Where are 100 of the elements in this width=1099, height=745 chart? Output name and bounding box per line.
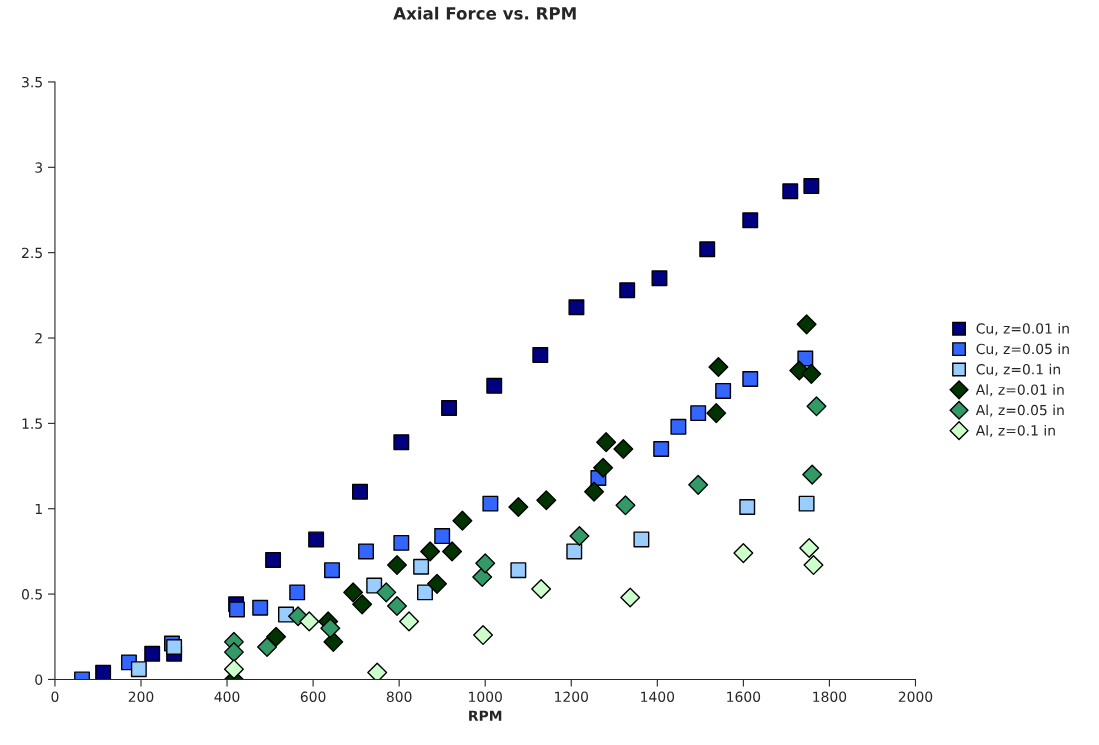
x-tick-label: 1200 [555, 691, 589, 702]
point [715, 382, 732, 399]
point [566, 543, 583, 560]
point [223, 659, 244, 680]
point [95, 664, 112, 680]
point [486, 377, 503, 394]
point [739, 499, 756, 515]
point [803, 555, 824, 576]
point [706, 403, 727, 424]
point [799, 537, 820, 559]
point [265, 551, 282, 568]
legend-label: Cu, z=0.05 in [976, 343, 1069, 356]
point [653, 441, 670, 457]
point [223, 642, 244, 663]
x-tick-label: 1400 [641, 691, 675, 702]
point [144, 645, 161, 662]
y-tick-label: 1.5 [22, 418, 42, 429]
point [596, 432, 617, 453]
point [352, 483, 368, 500]
y-tick-label: 2 [35, 332, 42, 344]
point [699, 241, 716, 258]
point [386, 596, 408, 617]
point [690, 405, 707, 422]
point [130, 661, 147, 678]
point [482, 495, 499, 512]
point [569, 526, 590, 547]
point [308, 531, 325, 548]
x-tick-label: 1800 [813, 691, 847, 702]
point [257, 636, 278, 658]
point [358, 543, 375, 560]
point [376, 582, 397, 603]
point [796, 314, 817, 335]
x-tick-label: 200 [128, 691, 154, 702]
y-tick-label: 2.5 [22, 247, 42, 259]
point [420, 541, 441, 562]
point [343, 582, 364, 603]
legend-label: Cu, z=0.1 in [976, 363, 1060, 376]
point [531, 578, 552, 599]
point [252, 599, 269, 616]
y-tick-label: 0.5 [21, 589, 42, 600]
x-tick-label: 800 [386, 691, 412, 702]
point [320, 618, 341, 639]
point [399, 611, 420, 632]
point [688, 474, 709, 495]
point [299, 611, 320, 632]
chart-title: Axial Force vs. RPM [393, 6, 576, 20]
point [532, 347, 549, 364]
point [352, 594, 373, 615]
y-tick-label: 3.5 [22, 76, 42, 88]
point [619, 282, 636, 299]
point [802, 464, 823, 485]
point [413, 558, 430, 575]
point [367, 662, 388, 680]
point [324, 562, 341, 579]
legend-label: Al, z=0.05 in [975, 404, 1064, 417]
point [801, 363, 822, 384]
point [782, 183, 799, 200]
x-tick-label: 0 [51, 691, 59, 702]
point [416, 584, 433, 601]
point [733, 543, 754, 564]
point [228, 601, 245, 618]
point [166, 639, 183, 655]
point [584, 481, 605, 502]
point [323, 631, 344, 652]
point [427, 573, 448, 594]
point [441, 400, 458, 416]
point [742, 212, 759, 229]
point [651, 270, 668, 287]
legend-label: Al, z=0.01 in [975, 384, 1064, 397]
x-tick-label: 1600 [727, 691, 761, 702]
y-tick-label: 1 [35, 503, 42, 515]
x-axis-title: RPM [469, 710, 502, 721]
point [568, 299, 585, 316]
x-tick-label: 600 [300, 691, 326, 702]
point [798, 495, 815, 512]
point [613, 438, 634, 459]
point [803, 178, 820, 195]
point [708, 357, 729, 378]
legend-label: Cu, z=0.01 in [976, 323, 1069, 336]
point [452, 510, 473, 531]
point [472, 567, 493, 588]
point [289, 584, 306, 601]
point [442, 541, 463, 562]
point [393, 434, 410, 451]
point [615, 495, 636, 516]
point [508, 497, 529, 518]
point [536, 490, 557, 511]
point [670, 418, 687, 435]
legend-label: Al, z=0.1 in [975, 424, 1055, 438]
point [475, 553, 496, 574]
point [393, 534, 410, 551]
point [473, 625, 494, 646]
y-tick-label: 0 [35, 674, 43, 685]
point [620, 587, 641, 608]
point [593, 457, 614, 478]
point [266, 626, 287, 647]
point [633, 531, 650, 548]
x-tick-label: 2000 [898, 691, 933, 702]
y-tick-label: 3 [35, 162, 43, 173]
point [742, 371, 759, 387]
